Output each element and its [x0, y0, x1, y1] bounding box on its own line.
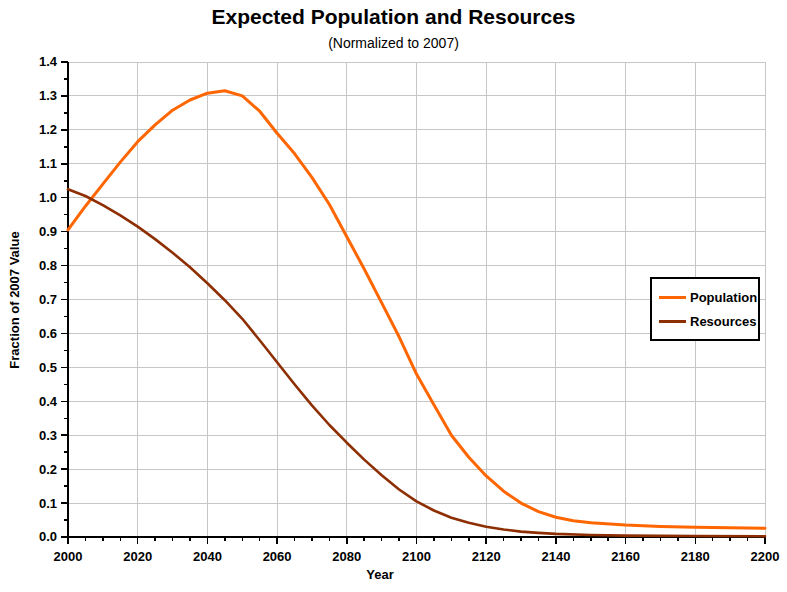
population-line-swatch — [659, 296, 686, 299]
x-tick-label: 2080 — [332, 549, 361, 564]
x-axis-title: Year — [366, 567, 393, 582]
y-tick-label: 0.3 — [39, 428, 57, 443]
x-tick-label: 2120 — [472, 549, 501, 564]
legend-label-resources: Resources — [690, 314, 756, 329]
x-tick-label: 2060 — [263, 549, 292, 564]
x-tick-label: 2140 — [541, 549, 570, 564]
x-tick-label: 2100 — [402, 549, 431, 564]
y-tick-label: 0.8 — [39, 258, 57, 273]
y-tick-label: 0.7 — [39, 292, 57, 307]
legend: Population Resources — [650, 277, 760, 341]
y-tick-label: 1.0 — [39, 190, 57, 205]
chart-canvas: Expected Population and Resources (Norma… — [0, 0, 787, 592]
y-tick-label: 1.2 — [39, 122, 57, 137]
resources-line-swatch — [659, 320, 686, 323]
legend-entry-resources: Resources — [659, 309, 758, 333]
y-tick-label: 0.5 — [39, 360, 57, 375]
x-tick-label: 2180 — [681, 549, 710, 564]
y-tick-label: 0.9 — [39, 224, 57, 239]
x-tick-label: 2200 — [751, 549, 780, 564]
x-tick-label: 2000 — [54, 549, 83, 564]
y-tick-label: 0.6 — [39, 326, 57, 341]
y-tick-label: 1.3 — [39, 88, 57, 103]
x-tick-label: 2160 — [611, 549, 640, 564]
legend-label-population: Population — [690, 290, 757, 305]
x-tick-label: 2040 — [193, 549, 222, 564]
y-tick-label: 0.1 — [39, 496, 57, 511]
y-tick-label: 1.4 — [39, 54, 58, 69]
x-tick-label: 2020 — [123, 549, 152, 564]
y-tick-label: 0.0 — [39, 529, 57, 544]
y-tick-label: 1.1 — [39, 156, 57, 171]
y-tick-label: 0.2 — [39, 462, 57, 477]
y-tick-label: 0.4 — [39, 394, 58, 409]
legend-entry-population: Population — [659, 285, 758, 309]
